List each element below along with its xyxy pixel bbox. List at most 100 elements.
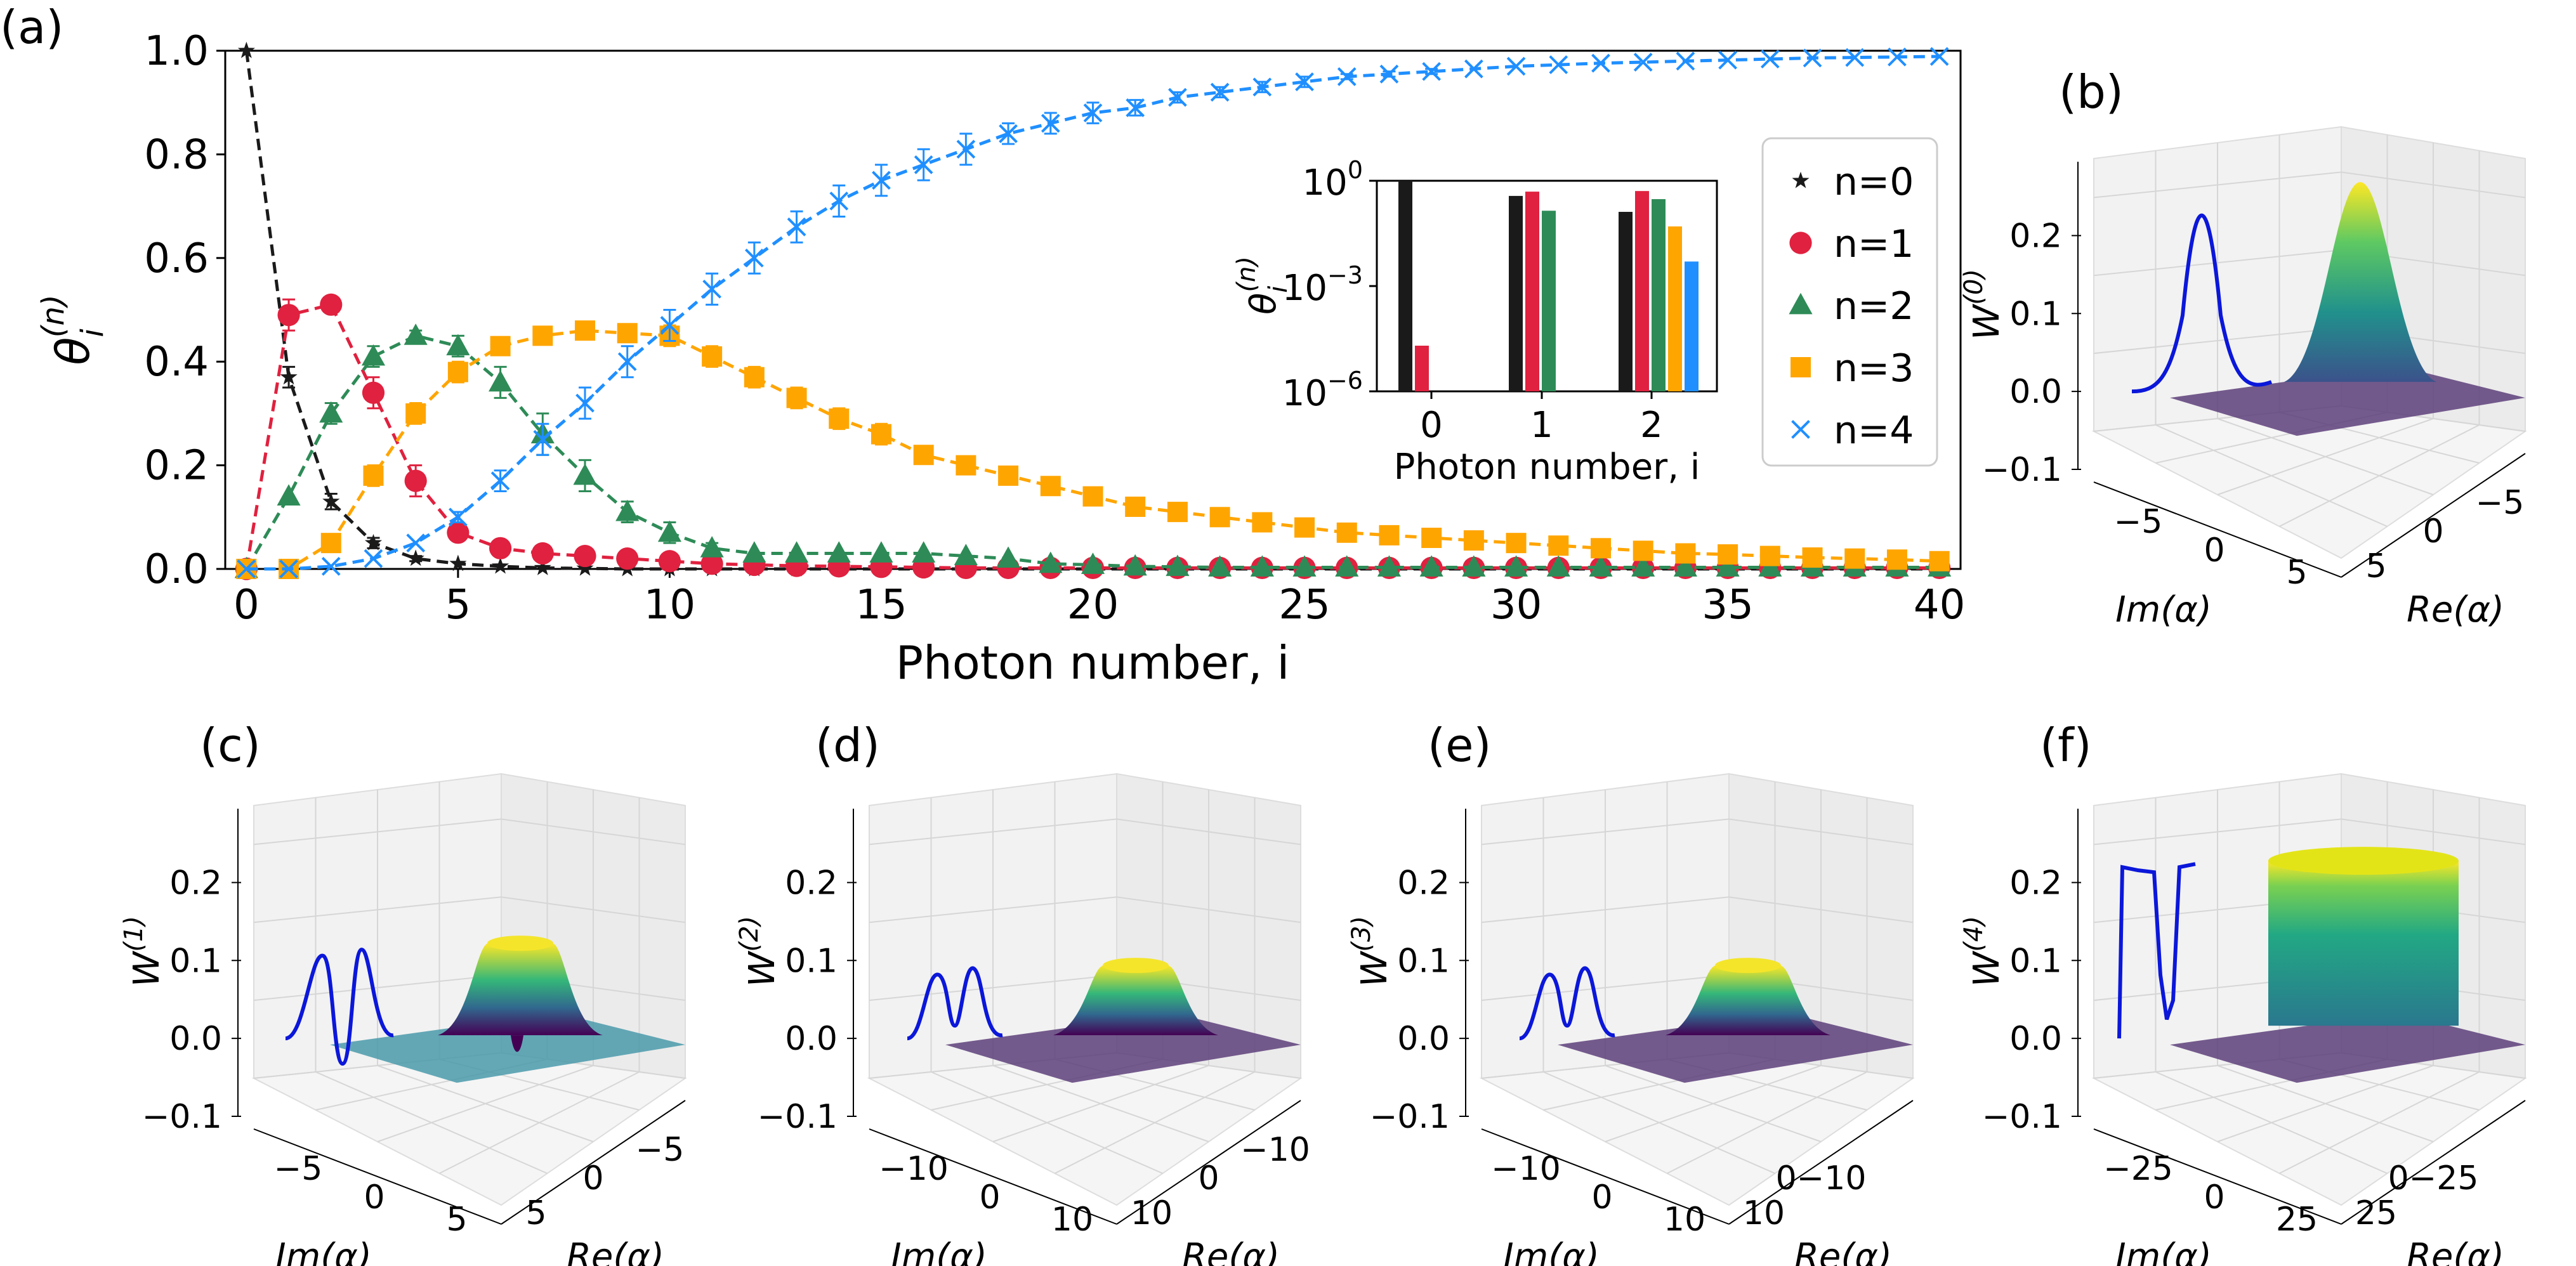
data-point [1081, 552, 1105, 574]
inset-y-tick-label: 10−3 [1282, 261, 1363, 309]
data-point [742, 541, 766, 563]
data-point [404, 469, 427, 492]
main-y-ticks: 0.0 0.2 0.4 0.6 0.8 1.0 [144, 28, 225, 593]
im-tick-label: 0 [364, 1178, 384, 1217]
data-point [1929, 47, 1949, 66]
z-label-base: W [1966, 303, 2008, 340]
data-point [787, 217, 806, 237]
legend-marker [1791, 420, 1810, 439]
data-point [280, 368, 298, 385]
projection-curve [285, 948, 394, 1066]
legend-marker [1791, 357, 1811, 377]
data-point [1759, 545, 1780, 566]
data-point [1504, 555, 1528, 577]
data-point [1844, 548, 1865, 569]
z-tick-label: 0.1 [2009, 295, 2062, 333]
z-tick-label: −0.1 [758, 1098, 838, 1136]
re-tick-label: 0 [1198, 1159, 1219, 1197]
data-point [319, 401, 343, 423]
legend-label: n=3 [1834, 346, 1914, 391]
z-axis-label: W(0) [1959, 269, 2008, 340]
data-point [1337, 67, 1357, 86]
inset-bar [1685, 261, 1699, 391]
data-point [1421, 527, 1442, 548]
main-y-axis-label: θi (n) [36, 294, 110, 365]
data-point [1377, 555, 1402, 577]
im-tick-label: 0 [979, 1178, 1000, 1217]
data-point [956, 455, 976, 476]
z-tick-label: 0.2 [2009, 864, 2062, 902]
data-point [1039, 551, 1063, 573]
projection-curve [1519, 966, 1615, 1041]
grid-line [377, 1065, 594, 1142]
grid-line [992, 1065, 1209, 1142]
panel-label-a: (a) [0, 1, 63, 54]
data-point [702, 279, 721, 299]
data-point [1379, 64, 1399, 84]
re-tick-label: 0−10 [1776, 1159, 1867, 1197]
main-x-tick-label: 5 [445, 582, 471, 629]
data-point [1549, 55, 1568, 74]
data-point [998, 465, 1019, 486]
inset-bar [1619, 212, 1633, 391]
z-tick-label: 0.2 [1397, 864, 1450, 902]
base-plane [2170, 366, 2525, 436]
re-tick-label: 10 [1131, 1194, 1173, 1232]
data-point [1845, 48, 1865, 67]
data-point [1506, 533, 1527, 554]
main-series [234, 41, 1952, 580]
wigner-surface-rim [1103, 958, 1169, 974]
data-point [1888, 47, 1907, 67]
data-point [744, 367, 765, 388]
data-point [1379, 525, 1400, 545]
data-point [279, 559, 298, 578]
main-x-tick-label: 30 [1490, 582, 1542, 629]
im-tick-label: 25 [2276, 1201, 2318, 1239]
re-tick-label: −5 [2476, 484, 2525, 522]
z-tick-label: 0.1 [169, 942, 222, 980]
inset-x-ticks: 0 1 2 [1420, 391, 1663, 446]
data-point [616, 547, 639, 570]
inset-ylabel-sup: (n) [1232, 256, 1261, 292]
z-label-base: W [742, 950, 783, 987]
im-tick-label: −25 [2103, 1150, 2173, 1188]
inset-bar [1415, 346, 1429, 391]
grid-line [2217, 418, 2434, 495]
data-point [1123, 554, 1147, 576]
z-tick-label: 0.1 [785, 942, 838, 980]
re-tick-label: −5 [636, 1131, 685, 1169]
main-x-tick-label: 10 [644, 582, 695, 629]
wigner-surface-rim [1715, 958, 1781, 974]
data-point [322, 492, 340, 509]
svg-text:W(4): W(4) [1959, 916, 2008, 987]
base-plane [1558, 1013, 1913, 1083]
im-tick-label: 10 [1664, 1201, 1705, 1239]
projection-curve [2117, 862, 2196, 1039]
data-point [277, 484, 301, 506]
legend-box [1761, 137, 1938, 467]
grid-line [2093, 171, 2526, 199]
data-point [449, 507, 468, 527]
base-plane [330, 1013, 685, 1083]
z-tick-label: 0.0 [2009, 1020, 2062, 1058]
inset-y-tick-base: 10 [1303, 162, 1348, 204]
im-tick-label: 10 [1051, 1201, 1093, 1239]
data-point [1546, 555, 1570, 577]
inset-bar [1509, 195, 1523, 391]
data-point [320, 293, 343, 316]
data-point [1760, 49, 1780, 69]
svg-text:θi(n): θi (n) [36, 294, 110, 365]
wigner-panel-f: (f)0.20.10.0−0.1W(4)−25025Im(α)250−25Re(… [1959, 719, 2527, 1266]
data-point [321, 557, 341, 576]
main-x-tick-label: 20 [1067, 582, 1119, 629]
im-axis [2093, 481, 2342, 578]
svg-text:W(1): W(1) [119, 916, 168, 987]
z-label-sup: (3) [1347, 916, 1376, 952]
data-point [1335, 555, 1359, 577]
data-point [1126, 98, 1145, 117]
re-tick-label: −10 [1240, 1131, 1310, 1169]
data-point [786, 388, 807, 408]
inset-y-tick-label: 100 [1303, 156, 1363, 204]
z-label-sup: (1) [119, 916, 148, 952]
data-point [237, 41, 255, 58]
